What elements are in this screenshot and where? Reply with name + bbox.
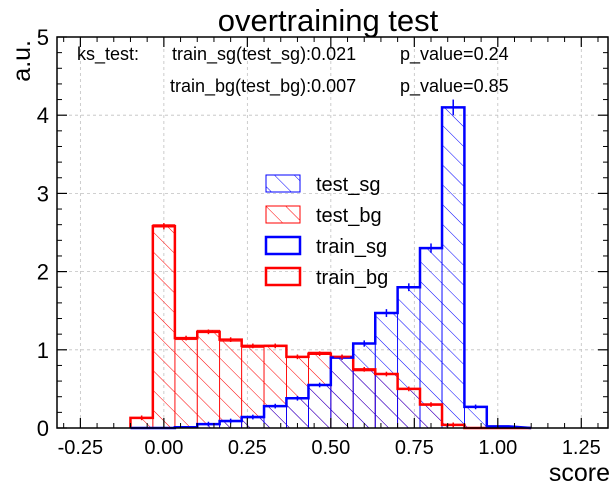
y-tick-label: 2 [37, 260, 49, 285]
legend-label-train-bg: train_bg [316, 267, 388, 289]
test-sg-bar [374, 312, 399, 429]
ks-sg-pvalue: p_value=0.24 [400, 44, 509, 65]
legend-label-train-sg: train_sg [316, 236, 387, 258]
ks-test-label: ks_test: [77, 44, 139, 65]
ks-bg-pvalue: p_value=0.85 [400, 76, 509, 97]
test-bg-bar [219, 340, 243, 429]
legend-label-test-bg: test_bg [316, 205, 382, 227]
test-sg-bar [419, 246, 443, 429]
test-sg-bar [397, 286, 421, 429]
x-tick-label: 0.75 [395, 437, 434, 459]
error-bars [133, 99, 484, 428]
x-tick-label: 0.50 [311, 437, 350, 459]
y-tick-label: 0 [37, 416, 49, 441]
x-axis-label: score [549, 459, 610, 487]
x-tick-label: 1.25 [562, 437, 601, 459]
test-sg-bar [330, 357, 354, 429]
test-bg-bar [196, 329, 221, 429]
test-sg-bar [263, 405, 287, 429]
axes-box [56, 36, 609, 429]
legend-label-test-sg: test_sg [316, 174, 380, 196]
y-tick-label: 5 [37, 25, 49, 50]
x-tick-label: 1.00 [478, 437, 517, 459]
test-bg-bar [174, 339, 198, 429]
legend: test_sg test_bg train_sg train_bg [264, 174, 388, 289]
legend-swatch-test-sg [265, 174, 301, 193]
ks-annotation: ks_test: train_sg(test_sg):0.021 p_value… [77, 44, 509, 97]
test-sg-bar [352, 343, 376, 429]
axis-ticks: -0.25 0.00 0.25 0.50 0.75 1.00 1.25 0 1 2 3 4 5 [37, 25, 608, 459]
test-bg-bar [152, 224, 176, 429]
y-tick-label: 4 [37, 103, 49, 128]
legend-swatch-train-bg [264, 266, 302, 287]
plot-frame [56, 36, 609, 429]
ks-bg-stat: train_bg(test_bg):0.007 [170, 76, 356, 97]
test-sg-bar [464, 406, 488, 429]
test-sg-bar [308, 384, 332, 429]
y-tick-label: 1 [37, 338, 49, 363]
x-tick-label: -0.25 [58, 437, 104, 459]
ks-sg-stat: train_sg(test_sg):0.021 [172, 44, 356, 65]
chart-title: overtraining test [218, 3, 439, 38]
test-sg-bar [441, 106, 465, 429]
x-tick-label: 0.00 [144, 437, 183, 459]
legend-swatch-train-sg [264, 235, 302, 256]
y-tick-label: 3 [37, 181, 49, 206]
x-tick-label: 0.25 [228, 437, 267, 459]
legend-swatch-test-bg [265, 205, 301, 224]
y-axis-label: a.u. [8, 40, 36, 82]
